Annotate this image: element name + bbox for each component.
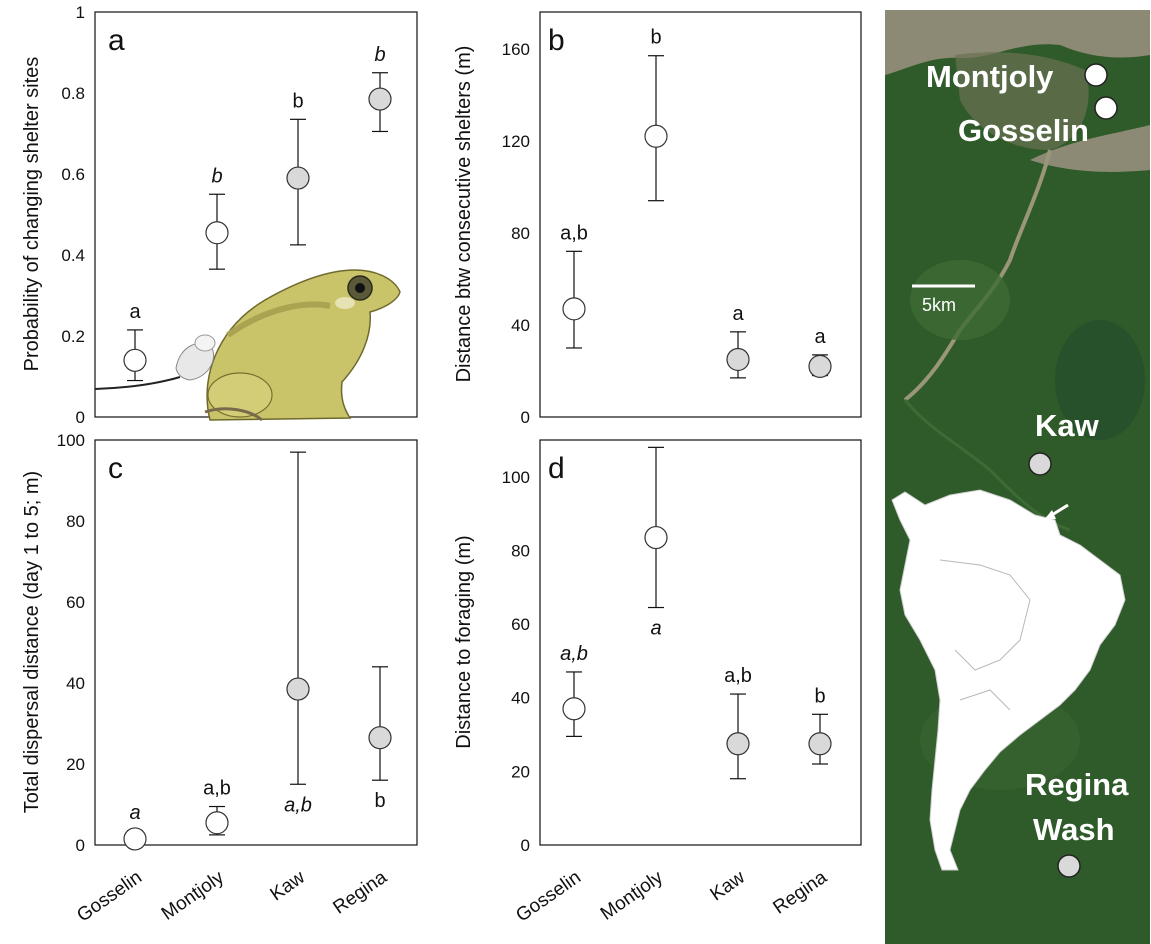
y-tick-label: 40 bbox=[511, 316, 530, 335]
data-point-kaw bbox=[286, 166, 310, 190]
y-tick-label: 0 bbox=[521, 408, 530, 427]
significance-letter: b bbox=[211, 165, 222, 187]
panel-b-ylabel: Distance btw consecutive shelters (m) bbox=[453, 46, 475, 383]
y-tick-label: 80 bbox=[511, 224, 530, 243]
panel-c-ylabel: Total dispersal distance (day 1 to 5; m) bbox=[21, 471, 43, 813]
panel-d-frame bbox=[539, 439, 862, 846]
y-tick-label: 20 bbox=[511, 762, 530, 781]
data-point-montjoly bbox=[205, 221, 229, 245]
x-category-label-gosselin: Gosselin bbox=[512, 867, 585, 927]
data-point-gosselin bbox=[562, 297, 586, 321]
site-marker-montjoly bbox=[1084, 63, 1108, 87]
data-point-montjoly bbox=[644, 124, 668, 148]
y-tick-label: 100 bbox=[502, 468, 530, 487]
x-category-label-montjoly: Montjoly bbox=[597, 867, 667, 925]
site-marker-regina bbox=[1057, 854, 1081, 878]
data-point-gosselin bbox=[123, 348, 147, 372]
site-marker-kaw bbox=[1028, 452, 1052, 476]
data-point-regina bbox=[368, 87, 392, 111]
data-point-kaw bbox=[726, 732, 750, 756]
significance-letter: a,b bbox=[560, 643, 588, 665]
y-tick-label: 1 bbox=[76, 3, 85, 22]
significance-letter: b bbox=[292, 90, 303, 112]
panel-d-ylabel: Distance to foraging (m) bbox=[453, 535, 475, 748]
y-tick-label: 40 bbox=[66, 674, 85, 693]
panel-b-letter: b bbox=[548, 24, 565, 57]
data-point-kaw bbox=[726, 347, 750, 372]
x-category-label-montjoly: Montjoly bbox=[158, 867, 228, 925]
data-point-montjoly bbox=[644, 525, 668, 550]
x-category-label-gosselin: Gosselin bbox=[73, 867, 146, 927]
panel-c-plot: 0 20 40 60 80 100 a a,b a,b b bbox=[57, 431, 392, 855]
site-marker-gosselin bbox=[1094, 96, 1118, 120]
map-label-wash: Wash bbox=[1033, 812, 1115, 847]
panel-d-letter: d bbox=[548, 452, 565, 485]
x-category-label-regina: Regina bbox=[769, 867, 831, 919]
y-tick-label: 20 bbox=[66, 755, 85, 774]
y-tick-label: 60 bbox=[66, 593, 85, 612]
x-category-label-regina: Regina bbox=[329, 867, 391, 919]
data-point-regina bbox=[368, 726, 392, 750]
panel-c-frame bbox=[94, 439, 418, 846]
data-point-montjoly bbox=[205, 811, 229, 835]
significance-letter: a bbox=[814, 326, 826, 348]
y-tick-label: 160 bbox=[502, 40, 530, 59]
y-tick-label: 120 bbox=[502, 132, 530, 151]
significance-letter: b bbox=[374, 790, 385, 812]
significance-letter: b bbox=[814, 685, 825, 707]
significance-letter: a,b bbox=[724, 665, 752, 687]
y-tick-label: 0 bbox=[76, 836, 85, 855]
y-tick-label: 0.6 bbox=[61, 165, 85, 184]
y-tick-label: 0.8 bbox=[61, 84, 85, 103]
significance-letter: a bbox=[129, 301, 141, 323]
data-point-regina bbox=[808, 732, 832, 756]
map-label-montjoly: Montjoly bbox=[926, 59, 1054, 94]
data-point-gosselin bbox=[123, 827, 147, 851]
significance-letter: a bbox=[129, 802, 140, 824]
y-tick-label: 0 bbox=[76, 408, 85, 427]
map-estuary bbox=[885, 10, 1150, 75]
map-label-kaw: Kaw bbox=[1035, 408, 1100, 443]
y-tick-label: 0.4 bbox=[61, 246, 85, 265]
map-label-regina: Regina bbox=[1025, 767, 1129, 802]
y-tick-label: 80 bbox=[511, 541, 530, 560]
y-tick-label: 100 bbox=[57, 431, 85, 450]
scale-label: 5km bbox=[922, 295, 956, 315]
y-tick-label: 60 bbox=[511, 615, 530, 634]
significance-letter: a,b bbox=[284, 794, 312, 816]
significance-letter: a,b bbox=[560, 222, 588, 244]
toad-illustration bbox=[94, 269, 401, 422]
data-point-regina bbox=[808, 354, 832, 378]
y-tick-label: 80 bbox=[66, 512, 85, 531]
panel-a-letter: a bbox=[108, 24, 125, 57]
panel-a-ylabel: Probability of changing shelter sites bbox=[21, 57, 43, 372]
x-category-labels: Gosselin Montjoly Kaw Regina Gosselin Montjol… bbox=[73, 867, 831, 927]
map-panel: 5km Montjoly Gosselin Kaw Regina Wash bbox=[885, 10, 1150, 944]
panel-b-plot: 0 40 80 120 160 a,b b a a bbox=[502, 27, 832, 427]
significance-letter: a,b bbox=[203, 778, 231, 800]
significance-letter: b bbox=[650, 27, 661, 49]
significance-letter: a bbox=[732, 303, 744, 325]
x-category-label-kaw: Kaw bbox=[267, 867, 310, 906]
data-point-kaw bbox=[286, 677, 310, 701]
panel-b-frame bbox=[539, 11, 862, 418]
x-category-label-kaw: Kaw bbox=[707, 867, 750, 906]
significance-letter: a bbox=[650, 618, 661, 640]
panel-d-plot: 0 20 40 60 80 100 a,b a a,b b bbox=[502, 446, 832, 855]
panel-a-plot: 0 0.2 0.4 0.6 0.8 1 a b b b bbox=[61, 3, 392, 427]
panel-c-letter: c bbox=[108, 452, 123, 485]
significance-letter: b bbox=[374, 44, 385, 66]
map-label-gosselin: Gosselin bbox=[958, 113, 1089, 148]
y-tick-label: 0 bbox=[521, 836, 530, 855]
y-tick-label: 40 bbox=[511, 689, 530, 708]
y-tick-label: 0.2 bbox=[61, 327, 85, 346]
data-point-gosselin bbox=[562, 697, 586, 721]
